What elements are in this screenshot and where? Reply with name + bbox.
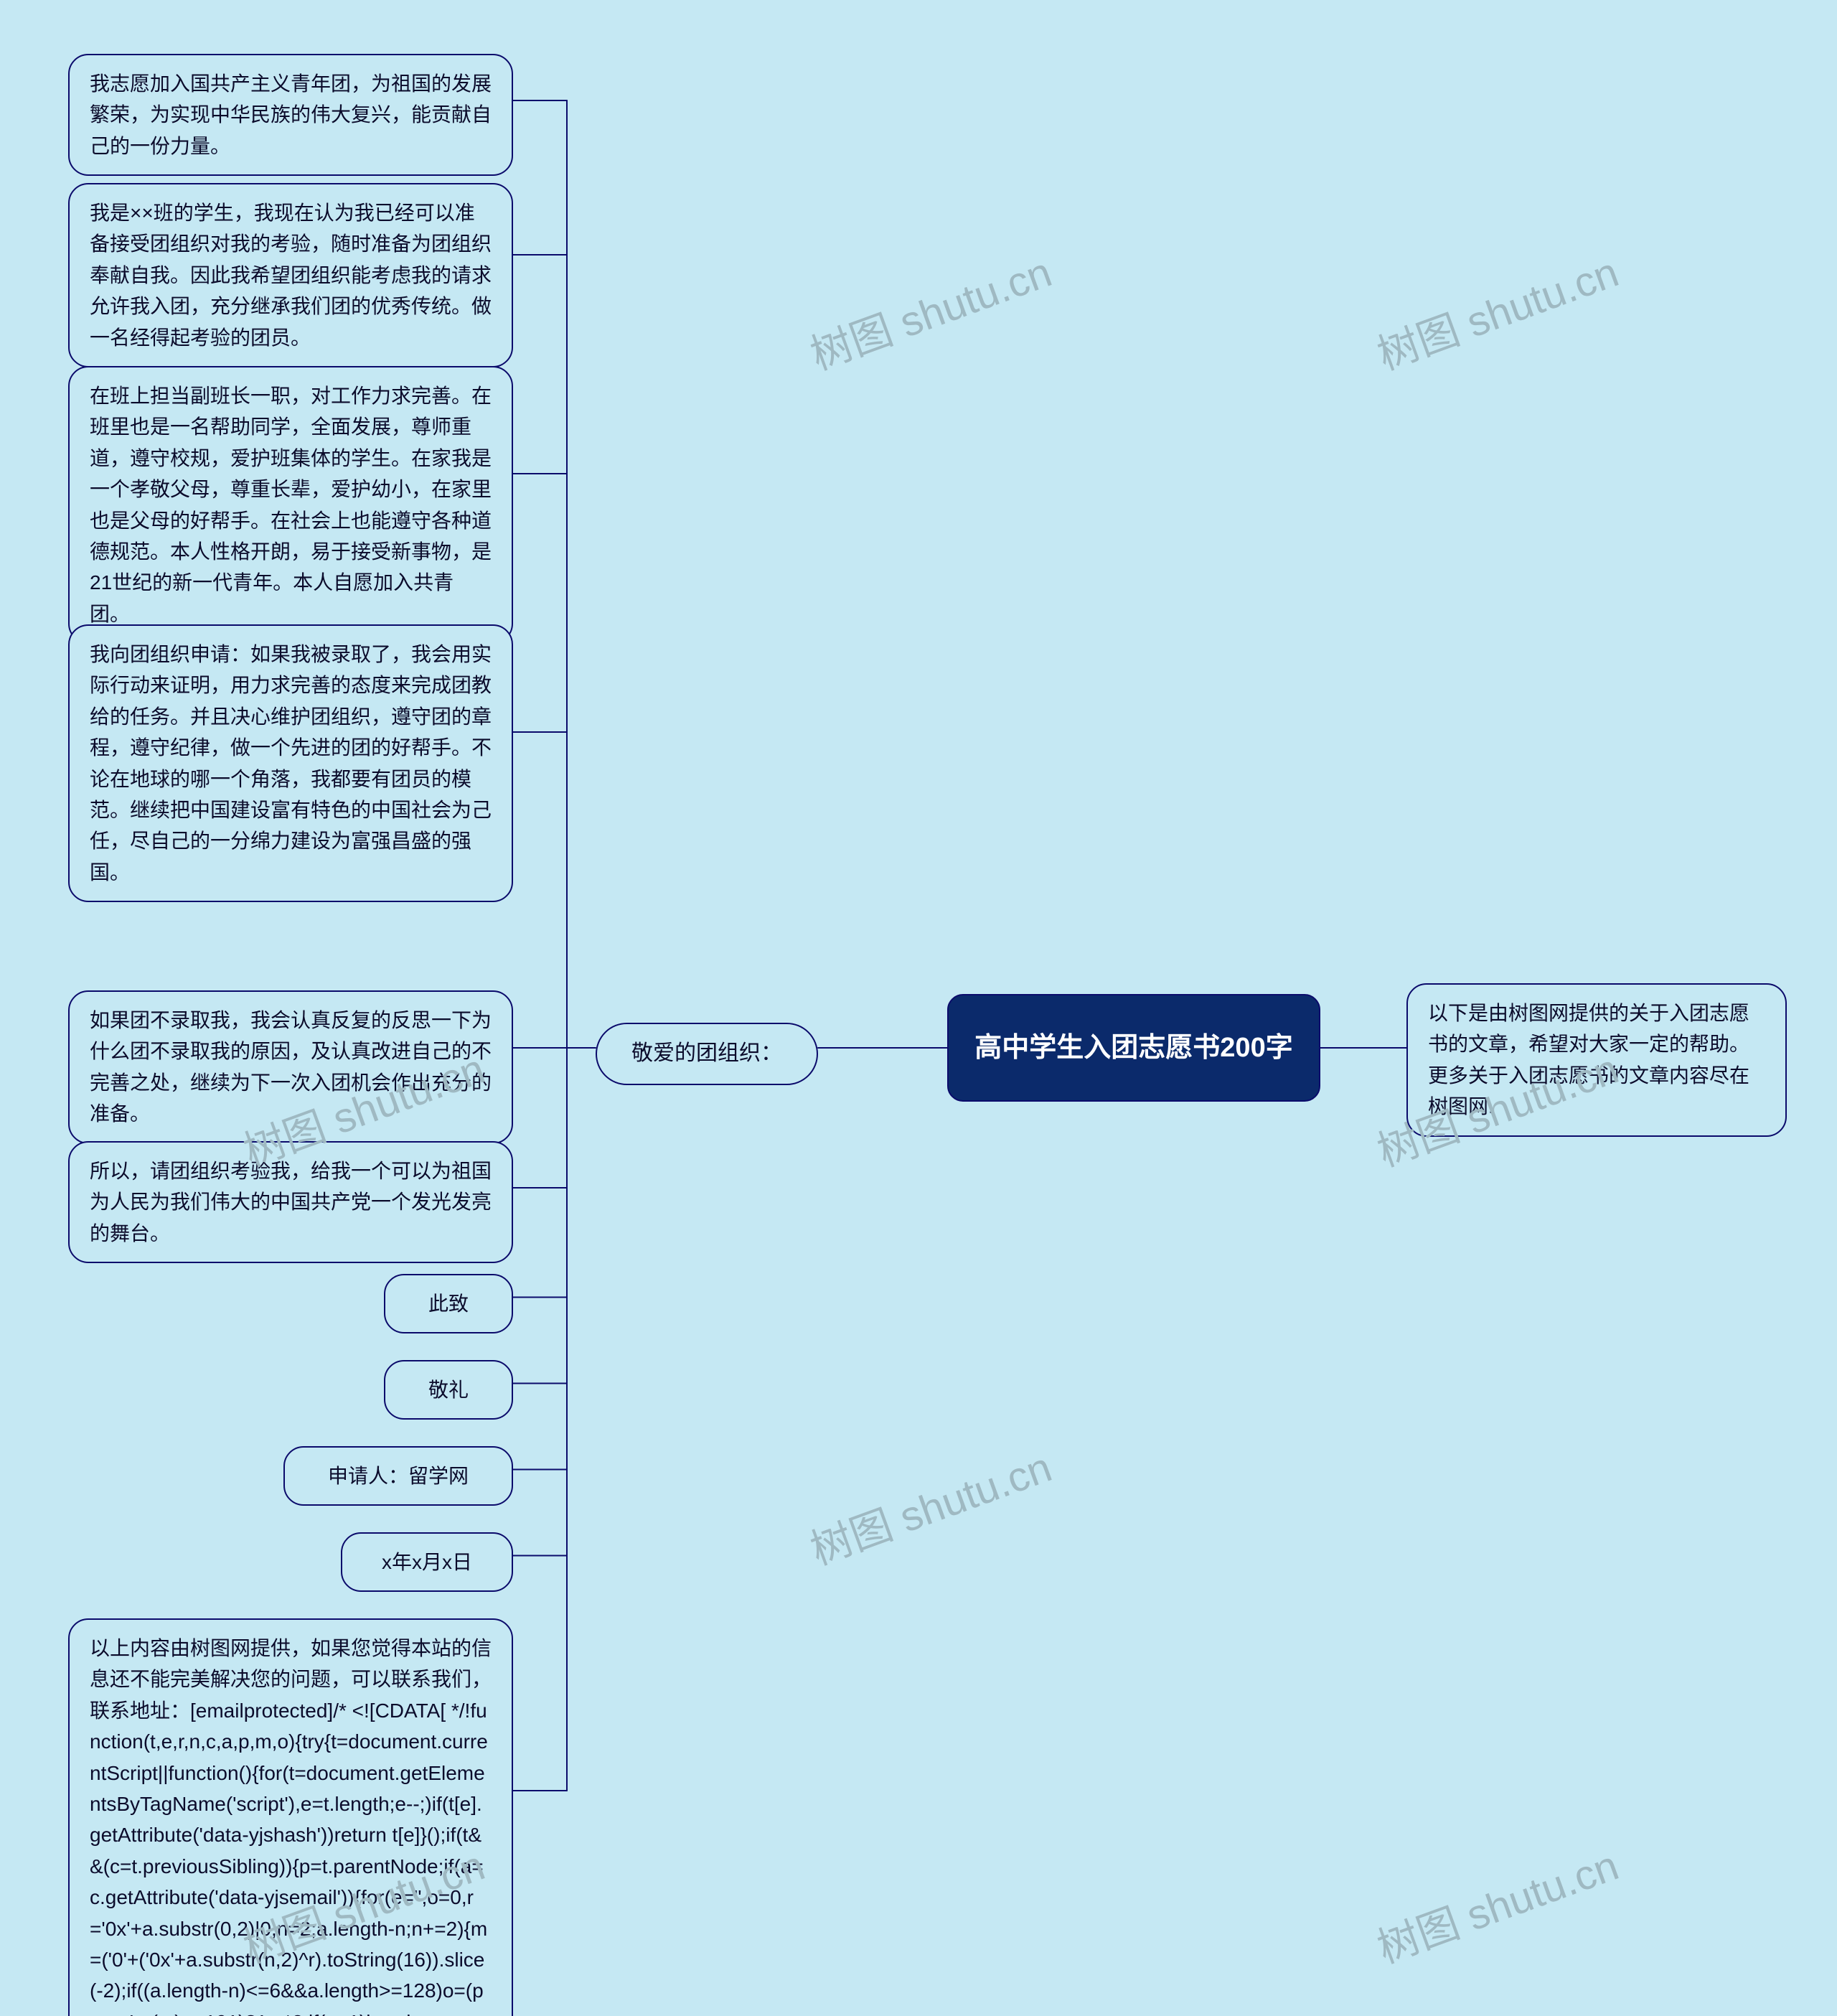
node-text: x年x月x日 [382,1547,472,1577]
node-text: 我志愿加入国共产主义青年团，为祖国的发展繁荣，为实现中华民族的伟大复兴，能贡献自… [90,68,492,161]
watermark: 树图 shutu.cn [1368,238,1625,381]
node-text: 敬爱的团组织： [631,1037,782,1071]
node-text: 我是××班的学生，我现在认为我已经可以准备接受团组织对我的考验，随时准备为团组织… [90,197,492,353]
watermark: 树图 shutu.cn [801,1433,1058,1576]
mindmap-node: 以下是由树图网提供的关于入团志愿书的文章，希望对大家一定的帮助。更多关于入团志愿… [1406,983,1787,1137]
mindmap-node: 我志愿加入国共产主义青年团，为祖国的发展繁荣，为实现中华民族的伟大复兴，能贡献自… [68,54,513,176]
node-text: 以下是由树图网提供的关于入团志愿书的文章，希望对大家一定的帮助。更多关于入团志愿… [1428,998,1765,1122]
mindmap-node: 在班上担当副班长一职，对工作力求完善。在班里也是一名帮助同学，全面发展，尊师重道… [68,366,513,644]
node-text: 在班上担当副班长一职，对工作力求完善。在班里也是一名帮助同学，全面发展，尊师重道… [90,380,492,629]
mindmap-node: 敬礼 [384,1360,513,1420]
node-text: 我向团组织申请：如果我被录取了，我会用实际行动来证明，用力求完善的态度来完成团教… [90,639,492,888]
node-text: 申请人：留学网 [328,1461,469,1491]
mindmap-node: 以上内容由树图网提供，如果您觉得本站的信息还不能完美解决您的问题，可以联系我们，… [68,1618,513,2016]
mindmap-node: 所以，请团组织考验我，给我一个可以为祖国为人民为我们伟大的中国共产党一个发光发亮… [68,1141,513,1263]
mindmap-node: 我是××班的学生，我现在认为我已经可以准备接受团组织对我的考验，随时准备为团组织… [68,183,513,367]
watermark: 树图 shutu.cn [801,238,1058,381]
node-text: 此致 [428,1288,469,1319]
node-text: 敬礼 [428,1374,469,1405]
node-text: 高中学生入团志愿书200字 [974,1027,1292,1069]
node-text: 所以，请团组织考验我，给我一个可以为祖国为人民为我们伟大的中国共产党一个发光发亮… [90,1155,492,1249]
node-text: 以上内容由树图网提供，如果您觉得本站的信息还不能完美解决您的问题，可以联系我们，… [90,1633,492,2016]
mindmap-canvas: 高中学生入团志愿书200字 以下是由树图网提供的关于入团志愿书的文章，希望对大家一… [0,0,1837,2016]
watermark: 树图 shutu.cn [1368,1832,1625,1974]
mindmap-node: 如果团不录取我，我会认真反复的反思一下为什么团不录取我的原因，及认真改进自己的不… [68,990,513,1144]
mindmap-node: 申请人：留学网 [283,1446,513,1506]
mindmap-node: 我向团组织申请：如果我被录取了，我会用实际行动来证明，用力求完善的态度来完成团教… [68,624,513,902]
node-text: 如果团不录取我，我会认真反复的反思一下为什么团不录取我的原因，及认真改进自己的不… [90,1005,492,1130]
mindmap-node: 此致 [384,1274,513,1333]
mindmap-node: 高中学生入团志愿书200字 [947,994,1320,1102]
mindmap-node: 敬爱的团组织： [596,1023,818,1085]
mindmap-node: x年x月x日 [341,1532,513,1592]
